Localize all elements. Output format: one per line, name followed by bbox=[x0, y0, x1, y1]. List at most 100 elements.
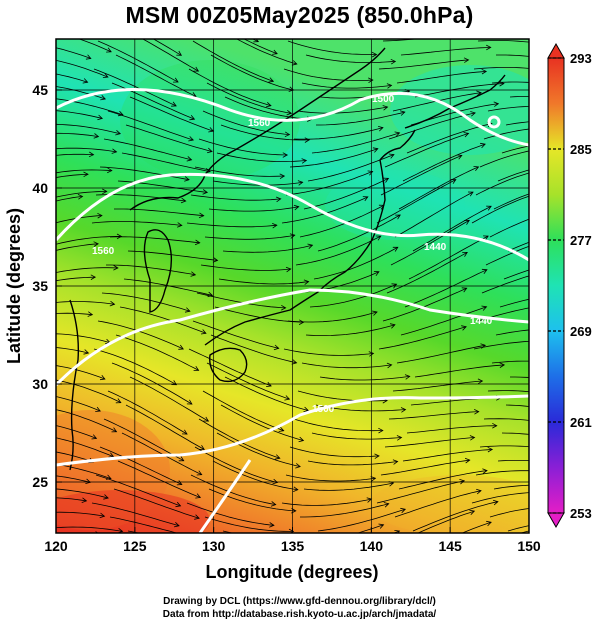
streamline-arrow bbox=[587, 539, 591, 544]
streamline-arrow bbox=[476, 90, 482, 96]
streamline-arrow bbox=[284, 395, 291, 401]
streamline bbox=[489, 218, 529, 238]
streamline-arrow bbox=[566, 18, 571, 23]
streamline-arrow bbox=[99, 374, 106, 381]
streamline bbox=[236, 39, 297, 65]
streamline-arrow bbox=[374, 453, 380, 459]
streamline bbox=[109, 516, 179, 533]
streamline bbox=[220, 404, 304, 441]
streamline-arrow bbox=[270, 501, 277, 507]
contour-label: 1440 bbox=[424, 242, 447, 253]
streamline bbox=[396, 344, 486, 364]
x-tick-label: 135 bbox=[281, 538, 305, 554]
streamline-arrow bbox=[113, 548, 118, 553]
streamline bbox=[479, 445, 529, 448]
streamline-arrow bbox=[203, 416, 210, 422]
streamline bbox=[212, 460, 298, 491]
contour-label: 1500 bbox=[372, 94, 395, 105]
x-axis-title: Longitude (degrees) bbox=[205, 562, 378, 582]
streamline-arrow bbox=[184, 307, 191, 313]
colorbar-tick-label: 293 bbox=[570, 51, 592, 66]
streamline-arrow bbox=[474, 409, 480, 415]
streamline bbox=[402, 143, 486, 182]
streamline-arrow bbox=[490, 17, 494, 22]
streamline bbox=[216, 152, 307, 162]
colorbar-upper-arrow bbox=[547, 42, 565, 59]
streamline-arrow bbox=[367, 170, 374, 176]
streamline bbox=[56, 451, 94, 463]
streamline-arrow bbox=[178, 344, 184, 350]
streamline bbox=[479, 150, 529, 168]
streamline-arrow bbox=[186, 156, 193, 162]
streamline-arrow bbox=[593, 389, 598, 393]
streamline-arrow bbox=[99, 512, 106, 519]
streamline bbox=[56, 132, 99, 137]
streamline bbox=[123, 278, 213, 296]
streamline bbox=[394, 490, 482, 518]
streamline-arrow bbox=[450, 179, 457, 184]
streamline-arrow bbox=[456, 154, 463, 160]
streamline bbox=[392, 380, 483, 392]
streamline-arrow bbox=[274, 454, 281, 460]
streamline bbox=[487, 106, 529, 112]
streamline-arrow bbox=[308, 535, 313, 540]
streamline bbox=[384, 133, 469, 168]
streamline-arrow bbox=[576, 87, 581, 92]
streamline-arrow bbox=[97, 114, 103, 121]
streamline-arrow bbox=[106, 47, 112, 53]
streamline-arrow bbox=[591, 122, 596, 127]
streamline bbox=[0, 0, 78, 8]
streamline-arrow bbox=[279, 173, 286, 180]
streamline-arrow bbox=[193, 535, 198, 540]
streamline bbox=[481, 275, 529, 294]
streamline bbox=[224, 376, 309, 411]
streamline-arrow bbox=[378, 523, 385, 529]
streamline bbox=[388, 112, 476, 140]
streamline bbox=[56, 243, 99, 251]
streamline bbox=[91, 221, 182, 226]
streamline-arrow bbox=[572, 398, 577, 403]
streamline-arrow bbox=[375, 235, 382, 241]
y-tick-label: 45 bbox=[32, 82, 48, 98]
streamline bbox=[109, 236, 200, 244]
streamline-arrow bbox=[190, 271, 197, 277]
streamline bbox=[405, 19, 495, 27]
streamline bbox=[208, 206, 299, 212]
streamline bbox=[501, 145, 529, 154]
streamline-arrow bbox=[206, 147, 213, 154]
streamline bbox=[152, 39, 182, 56]
streamline bbox=[274, 0, 362, 15]
streamline-arrow bbox=[461, 325, 467, 331]
streamline bbox=[95, 474, 181, 507]
streamline bbox=[378, 326, 467, 350]
geopotential-contours bbox=[56, 88, 529, 533]
streamline bbox=[192, 320, 279, 349]
streamline bbox=[394, 191, 474, 238]
streamline bbox=[124, 559, 213, 571]
streamline bbox=[188, 348, 272, 387]
streamline bbox=[93, 348, 177, 386]
streamline bbox=[84, 0, 165, 37]
streamline bbox=[503, 269, 529, 280]
streamline bbox=[121, 152, 211, 172]
streamline-arrow bbox=[481, 268, 488, 274]
streamline bbox=[56, 73, 88, 83]
streamline bbox=[303, 482, 394, 491]
streamline-arrow bbox=[288, 86, 295, 92]
x-tick-label: 130 bbox=[202, 538, 226, 554]
streamline bbox=[386, 252, 468, 294]
streamline bbox=[475, 470, 529, 476]
streamline-arrow bbox=[97, 212, 103, 219]
streamline bbox=[311, 132, 400, 154]
x-tick-label: 145 bbox=[438, 538, 462, 554]
streamline-arrow bbox=[172, 77, 179, 83]
x-axis: 120 125 130 135 140 145 150 bbox=[44, 527, 541, 554]
streamline bbox=[497, 460, 529, 462]
streamline-arrow bbox=[586, 255, 591, 260]
streamline-arrow bbox=[386, 362, 393, 369]
streamline bbox=[56, 497, 87, 502]
streamline bbox=[384, 437, 475, 448]
streamline bbox=[216, 432, 301, 467]
streamline-arrow bbox=[378, 427, 384, 434]
y-tick-label: 35 bbox=[32, 278, 48, 294]
